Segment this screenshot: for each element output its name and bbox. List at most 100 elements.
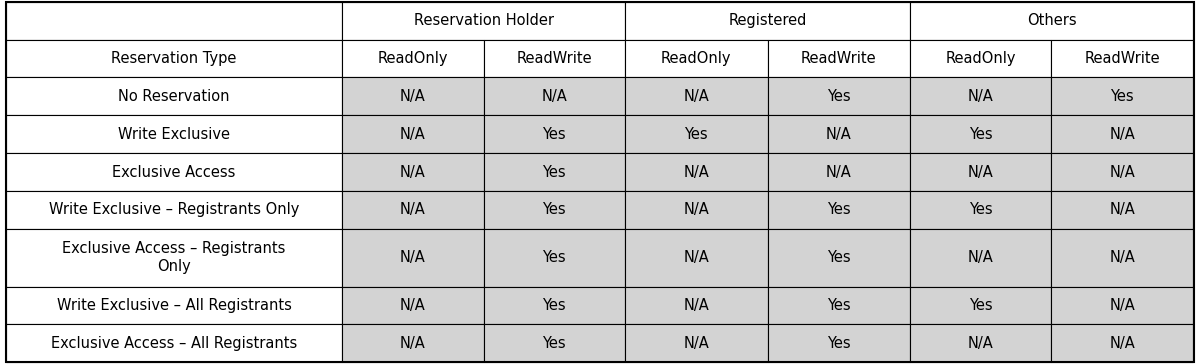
Text: Write Exclusive: Write Exclusive [118,127,230,142]
Bar [6,191,342,229]
Bar [625,324,768,362]
Text: N/A: N/A [826,165,852,179]
Text: N/A: N/A [400,250,426,265]
Bar [6,286,342,324]
Bar [1051,324,1193,362]
Text: N/A: N/A [1109,127,1135,142]
Text: N/A: N/A [1109,165,1135,179]
Text: N/A: N/A [400,89,426,104]
Text: Yes: Yes [542,127,566,142]
Text: Yes: Yes [827,202,851,217]
Bar [484,115,625,153]
Text: Write Exclusive – Registrants Only: Write Exclusive – Registrants Only [49,202,299,217]
Bar [484,153,625,191]
Text: N/A: N/A [683,165,709,179]
Bar [484,40,625,78]
Bar [1051,286,1193,324]
Bar [625,78,768,115]
Bar [910,153,1051,191]
Text: N/A: N/A [968,250,994,265]
Bar [625,191,768,229]
Text: N/A: N/A [683,336,709,351]
Bar [910,78,1051,115]
Text: Yes: Yes [1110,89,1134,104]
Text: N/A: N/A [400,336,426,351]
Text: Exclusive Access – All Registrants: Exclusive Access – All Registrants [50,336,298,351]
Bar [342,78,484,115]
Bar [625,115,768,153]
Text: ReadWrite: ReadWrite [800,51,877,66]
Text: N/A: N/A [541,89,568,104]
Text: Yes: Yes [542,202,566,217]
Text: Yes: Yes [542,336,566,351]
Bar [1051,153,1193,191]
Bar [625,153,768,191]
Bar [910,191,1051,229]
Bar [625,286,768,324]
Bar [484,324,625,362]
Bar [342,115,484,153]
Bar [910,229,1051,286]
Bar [6,153,342,191]
Text: Yes: Yes [542,165,566,179]
Text: ReadOnly: ReadOnly [946,51,1016,66]
Text: Yes: Yes [827,250,851,265]
Bar [484,78,625,115]
Text: N/A: N/A [1109,202,1135,217]
Text: N/A: N/A [1109,250,1135,265]
Bar [910,40,1051,78]
Text: Reservation Type: Reservation Type [112,51,236,66]
Text: Yes: Yes [827,89,851,104]
Text: Yes: Yes [542,298,566,313]
Bar [1051,115,1193,153]
Bar [484,191,625,229]
Text: N/A: N/A [683,298,709,313]
Text: Exclusive Access: Exclusive Access [113,165,235,179]
Text: Yes: Yes [968,127,992,142]
Text: Write Exclusive – All Registrants: Write Exclusive – All Registrants [56,298,292,313]
Bar [6,229,342,286]
Bar [6,2,342,40]
Bar [6,40,342,78]
Text: N/A: N/A [968,336,994,351]
Text: ReadWrite: ReadWrite [1085,51,1160,66]
Text: No Reservation: No Reservation [119,89,230,104]
Text: Yes: Yes [968,298,992,313]
Text: N/A: N/A [1109,298,1135,313]
Bar [484,286,625,324]
Bar [768,286,910,324]
Text: N/A: N/A [400,127,426,142]
Text: Registered: Registered [728,13,806,28]
Bar [342,286,484,324]
Bar [625,2,910,40]
Text: Yes: Yes [827,336,851,351]
Bar [484,229,625,286]
Bar [625,229,768,286]
Bar [6,115,342,153]
Text: N/A: N/A [683,202,709,217]
Text: N/A: N/A [968,89,994,104]
Bar [910,115,1051,153]
Bar [1051,78,1193,115]
Bar [768,153,910,191]
Text: Yes: Yes [968,202,992,217]
Bar [342,191,484,229]
Bar [342,229,484,286]
Bar [6,324,342,362]
Bar [625,40,768,78]
Bar [342,153,484,191]
Text: N/A: N/A [400,298,426,313]
Bar [910,286,1051,324]
Text: N/A: N/A [683,250,709,265]
Text: N/A: N/A [400,165,426,179]
Bar [342,324,484,362]
Bar [768,115,910,153]
Bar [768,324,910,362]
Text: ReadOnly: ReadOnly [661,51,732,66]
Bar [1051,40,1193,78]
Bar [768,40,910,78]
Bar [1051,229,1193,286]
Text: Yes: Yes [684,127,708,142]
Bar [6,78,342,115]
Text: N/A: N/A [683,89,709,104]
